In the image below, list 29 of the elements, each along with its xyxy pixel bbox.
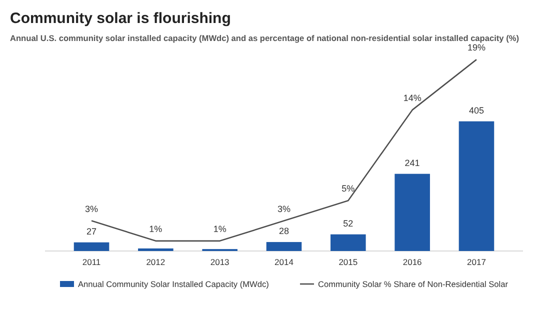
data-label: 5% bbox=[342, 184, 355, 194]
x-tick-label: 2015 bbox=[338, 257, 358, 267]
data-label: 14% bbox=[403, 92, 422, 103]
data-label: 52 bbox=[343, 218, 354, 228]
data-label: 19% bbox=[467, 42, 486, 53]
x-tick-label: 2013 bbox=[210, 257, 230, 267]
chart-title: Community solar is flourishing bbox=[10, 10, 231, 27]
x-tick-label: 2016 bbox=[402, 257, 422, 267]
data-label: 1% bbox=[213, 224, 226, 234]
bar bbox=[138, 248, 174, 251]
data-label: 27 bbox=[86, 226, 97, 236]
x-tick-label: 2012 bbox=[146, 257, 166, 267]
bar bbox=[458, 121, 494, 251]
data-label: 3% bbox=[277, 204, 291, 214]
bar bbox=[266, 242, 302, 251]
data-label: 28 bbox=[278, 226, 290, 236]
legend-label: Annual Community Solar Installed Capacity (MWdc) bbox=[78, 279, 270, 289]
data-label: 3% bbox=[85, 204, 98, 214]
data-label: 1% bbox=[149, 224, 162, 234]
data-label: 241 bbox=[404, 158, 420, 168]
x-tick-label: 2017 bbox=[467, 257, 486, 267]
data-label: 405 bbox=[468, 105, 484, 116]
bar bbox=[74, 242, 110, 251]
legend-label: Community Solar % Share of Non-Residential Solar bbox=[318, 279, 508, 289]
x-tick-label: 2011 bbox=[82, 257, 101, 267]
bar bbox=[394, 174, 430, 251]
x-tick-label: 2014 bbox=[274, 257, 294, 267]
chart-subtitle: Annual U.S. community solar installed capacity (MWdc) and as percentage of national non-residential solar installed capacity (%) bbox=[10, 33, 520, 43]
bar bbox=[330, 234, 366, 251]
